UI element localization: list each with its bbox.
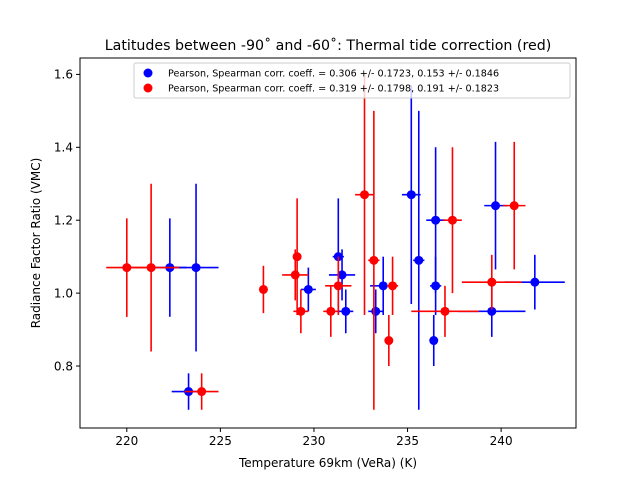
- y-tick-label: 1.4: [54, 141, 73, 155]
- data-point: [337, 270, 347, 280]
- x-tick-label: 220: [115, 434, 138, 448]
- data-point: [447, 215, 457, 225]
- data-point: [440, 306, 450, 316]
- data-point: [431, 281, 441, 291]
- series-red: [106, 74, 526, 410]
- x-tick-label: 235: [396, 434, 419, 448]
- data-point: [406, 190, 416, 200]
- y-tick-label: 0.8: [54, 359, 73, 373]
- legend: Pearson, Spearman corr. coeff. = 0.306 +…: [133, 62, 571, 99]
- x-tick-label: 240: [490, 434, 513, 448]
- chart-title: Latitudes between -90˚ and -60˚: Thermal…: [105, 37, 552, 54]
- data-point: [326, 306, 336, 316]
- legend-marker-blue: [143, 68, 153, 78]
- data-point: [414, 255, 424, 265]
- plot-area: [79, 57, 577, 429]
- y-axis: 0.8 1.0 1.2 1.4 1.6: [54, 68, 80, 373]
- data-point: [290, 270, 300, 280]
- series-layer: [106, 74, 565, 410]
- data-point: [491, 201, 501, 211]
- data-point: [341, 306, 351, 316]
- data-point: [384, 336, 394, 346]
- data-point: [487, 277, 497, 287]
- x-axis: 220 225 230 235 240: [115, 428, 513, 448]
- data-point: [146, 263, 156, 273]
- data-point: [487, 306, 497, 316]
- data-point: [431, 215, 441, 225]
- data-point: [296, 306, 306, 316]
- data-point: [258, 284, 268, 294]
- data-point: [292, 252, 302, 262]
- data-point: [333, 281, 343, 291]
- data-point: [388, 281, 398, 291]
- data-point: [359, 190, 369, 200]
- data-point: [378, 281, 388, 291]
- data-point: [530, 277, 540, 287]
- y-tick-label: 1.6: [54, 68, 73, 82]
- y-tick-label: 1.0: [54, 286, 73, 300]
- x-tick-label: 225: [209, 434, 232, 448]
- data-point: [371, 306, 381, 316]
- y-tick-label: 1.2: [54, 214, 73, 228]
- x-tick-label: 230: [303, 434, 326, 448]
- y-axis-label: Radiance Factor Ratio (VMC): [29, 158, 43, 329]
- data-point: [429, 336, 439, 346]
- data-point: [509, 201, 519, 211]
- legend-entry-blue: Pearson, Spearman corr. coeff. = 0.306 +…: [168, 69, 499, 80]
- data-point: [369, 255, 379, 265]
- axes-frame: [79, 57, 577, 429]
- data-point: [303, 284, 313, 294]
- legend-entry-red: Pearson, Spearman corr. coeff. = 0.319 +…: [168, 84, 499, 95]
- x-axis-label: Temperature 69km (VeRa) (K): [238, 456, 417, 470]
- data-point: [197, 387, 207, 397]
- data-point: [191, 263, 201, 273]
- legend-box: [133, 62, 571, 99]
- legend-marker-red: [143, 83, 153, 93]
